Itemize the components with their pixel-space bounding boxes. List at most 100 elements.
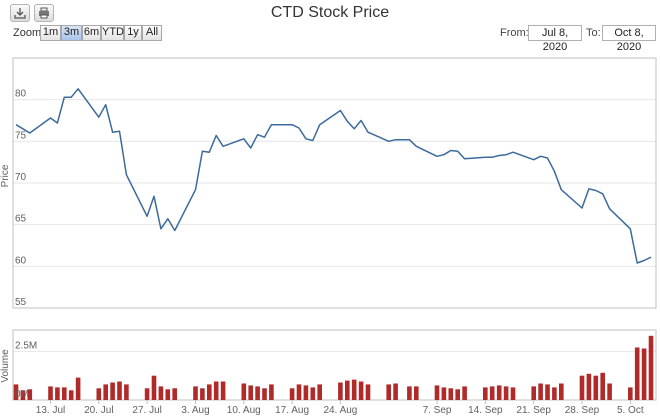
volume-bar: [124, 384, 129, 400]
volume-bar: [158, 386, 164, 400]
volume-bar: [441, 387, 447, 400]
volume-bar: [269, 384, 274, 400]
to-date-input[interactable]: Oct 8, 2020: [602, 25, 656, 53]
price-tick-label: 60: [15, 255, 27, 266]
zoom-label: Zoom: [13, 27, 42, 39]
volume-bar: [600, 372, 605, 400]
volume-bar: [489, 386, 495, 400]
volume-bar: [144, 388, 150, 400]
volume-bar: [13, 384, 19, 400]
volume-bar: [220, 381, 226, 400]
volume-bar: [531, 386, 536, 400]
price-series-line: [15, 88, 652, 264]
volume-bar: [262, 388, 267, 400]
volume-bar: [414, 386, 419, 400]
zoom-button-1y[interactable]: 1y: [124, 25, 142, 41]
volume-bar: [345, 380, 350, 400]
zoom-button-3m[interactable]: 3m: [61, 25, 82, 41]
x-tick-label: 24. Aug: [323, 405, 357, 416]
price-plot-border: [12, 57, 657, 309]
volume-tick-label: 2.5M: [15, 340, 37, 351]
volume-tick-label: 0M: [15, 389, 29, 400]
from-date-input[interactable]: Jul 8, 2020: [528, 25, 582, 53]
volume-bar: [62, 387, 67, 400]
zoom-button-all[interactable]: All: [142, 25, 162, 41]
price-tick-label: 55: [15, 297, 27, 308]
from-label: From:: [500, 27, 529, 39]
volume-bar: [213, 381, 219, 400]
x-tick-label: 28. Sep: [565, 405, 600, 416]
volume-bar: [510, 387, 516, 400]
volume-bar: [117, 381, 122, 400]
volume-bar: [110, 382, 115, 400]
volume-bar: [27, 389, 33, 400]
chart-title: CTD Stock Price: [270, 4, 390, 21]
x-tick-label: 17. Aug: [275, 405, 309, 416]
volume-bar: [241, 383, 247, 400]
volume-bar: [628, 387, 633, 400]
volume-bar: [351, 379, 357, 400]
volume-bar: [172, 388, 177, 400]
volume-bar: [455, 389, 460, 400]
x-tick-label: 10. Aug: [227, 405, 261, 416]
x-tick-label: 14. Sep: [468, 405, 503, 416]
zoom-button-ytd[interactable]: YTD: [101, 25, 124, 41]
volume-bar: [20, 390, 26, 400]
volume-bar: [545, 384, 550, 400]
price-axis-label: Price: [0, 164, 11, 187]
volume-bar: [503, 386, 509, 400]
x-tick-label: 3. Aug: [181, 405, 209, 416]
volume-bar: [310, 387, 316, 400]
x-tick-label: 5. Oct: [617, 405, 644, 416]
price-tick-label: 80: [15, 89, 27, 100]
volume-bar: [358, 381, 364, 400]
volume-bar: [593, 375, 599, 400]
x-tick-label: 21. Sep: [516, 405, 551, 416]
price-tick-label: 70: [15, 172, 27, 183]
volume-bar: [559, 383, 564, 400]
volume-bar: [338, 382, 343, 400]
volume-bar: [317, 384, 322, 400]
volume-bar: [634, 347, 640, 400]
volume-bar: [434, 385, 440, 400]
volume-bar: [289, 388, 295, 400]
volume-bar: [151, 375, 157, 400]
price-tick-label: 75: [15, 130, 27, 141]
to-label: To:: [586, 27, 601, 39]
volume-bar: [607, 383, 612, 400]
volume-bar: [365, 384, 371, 400]
volume-bar: [207, 384, 212, 400]
x-tick-label: 27. Jul: [132, 405, 161, 416]
volume-bar: [165, 389, 171, 400]
x-tick-label: 13. Jul: [36, 405, 65, 416]
zoom-button-6m[interactable]: 6m: [82, 25, 101, 41]
volume-bar: [407, 386, 412, 400]
volume-bar: [55, 387, 60, 400]
volume-bar: [552, 387, 557, 400]
volume-bar: [538, 383, 543, 400]
volume-bar: [483, 387, 488, 400]
download-icon: [14, 8, 26, 19]
x-tick-label: 7. Sep: [423, 405, 452, 416]
volume-bar: [496, 385, 502, 400]
price-tick-label: 65: [15, 214, 27, 225]
volume-bar: [648, 335, 654, 400]
volume-bar: [75, 377, 81, 400]
volume-plot-border: [12, 329, 657, 401]
download-button[interactable]: [10, 4, 30, 22]
volume-bar: [296, 384, 302, 400]
x-tick-label: 20. Jul: [84, 405, 113, 416]
volume-bar: [248, 385, 253, 400]
volume-bar: [579, 375, 585, 400]
volume-bar: [303, 385, 309, 400]
print-button[interactable]: [34, 4, 54, 22]
volume-axis-label: Volume: [0, 349, 11, 383]
volume-bar: [68, 390, 74, 400]
volume-bar: [200, 388, 205, 400]
volume-bar: [96, 388, 102, 400]
zoom-button-1m[interactable]: 1m: [40, 25, 61, 41]
volume-bar: [103, 384, 108, 400]
volume-bar: [586, 373, 592, 401]
volume-bar: [48, 386, 53, 400]
